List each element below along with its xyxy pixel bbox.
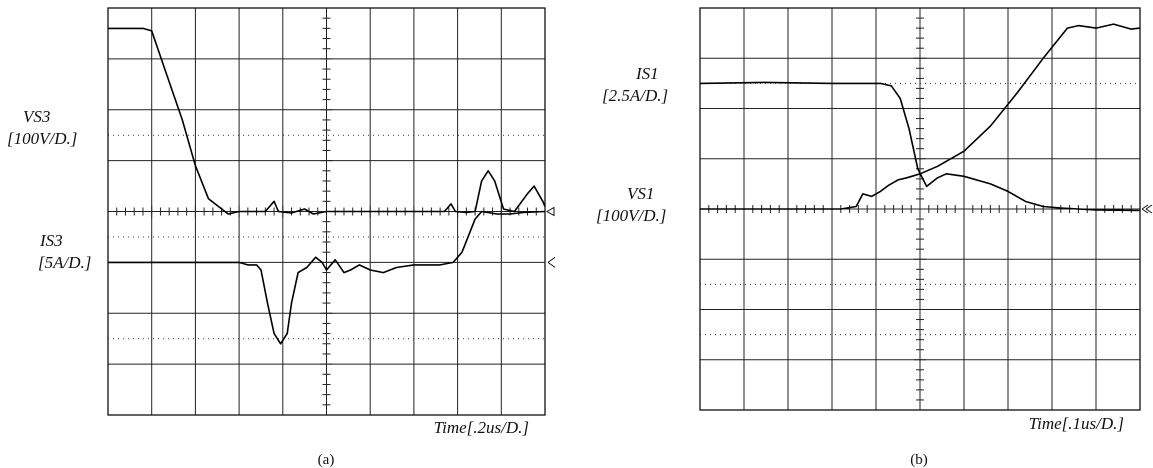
vs3-label-scale: [100V/D.] [7,129,77,148]
ground-marker-vs3 [545,206,555,217]
ground-marker-is1 [1141,208,1149,214]
panel-a: VS3 [100V/D.] IS3 [5A/D.] Time[.2us/D.] … [7,7,556,468]
vs1-label-name: VS1 [627,184,654,203]
is1-label-name: IS1 [635,64,659,83]
trace-vs1 [700,23,1141,210]
trace-is3 [108,210,546,345]
traces-b [699,23,1141,212]
vs3-label-name: VS3 [23,107,50,126]
xlabel-b: Time[.1us/D.] [1029,414,1124,433]
trace-is1 [699,81,1141,212]
caption-b: (b) [910,452,928,468]
trace-vs3 [108,27,546,215]
ground-marker-is1 [1141,204,1149,210]
ground-marker-vs1 [1145,204,1153,210]
ground-marker-is3 [547,256,556,263]
ground-marker-vs1 [1145,208,1153,214]
ground-markers-a [545,206,556,268]
vs1-label-scale: [100V/D.] [596,206,666,225]
panel-b: IS1 [2.5A/D.] VS1 [100V/D.] Time[.1us/D.… [596,7,1153,468]
is3-label-scale: [5A/D.] [38,253,91,272]
ground-marker-is3 [547,261,556,268]
is1-label-scale: [2.5A/D.] [602,86,668,105]
ground-markers-b [1141,204,1153,214]
xlabel-a: Time[.2us/D.] [434,418,529,437]
caption-a: (a) [318,452,335,468]
is3-label-name: IS3 [39,231,63,250]
traces-a [108,27,546,345]
